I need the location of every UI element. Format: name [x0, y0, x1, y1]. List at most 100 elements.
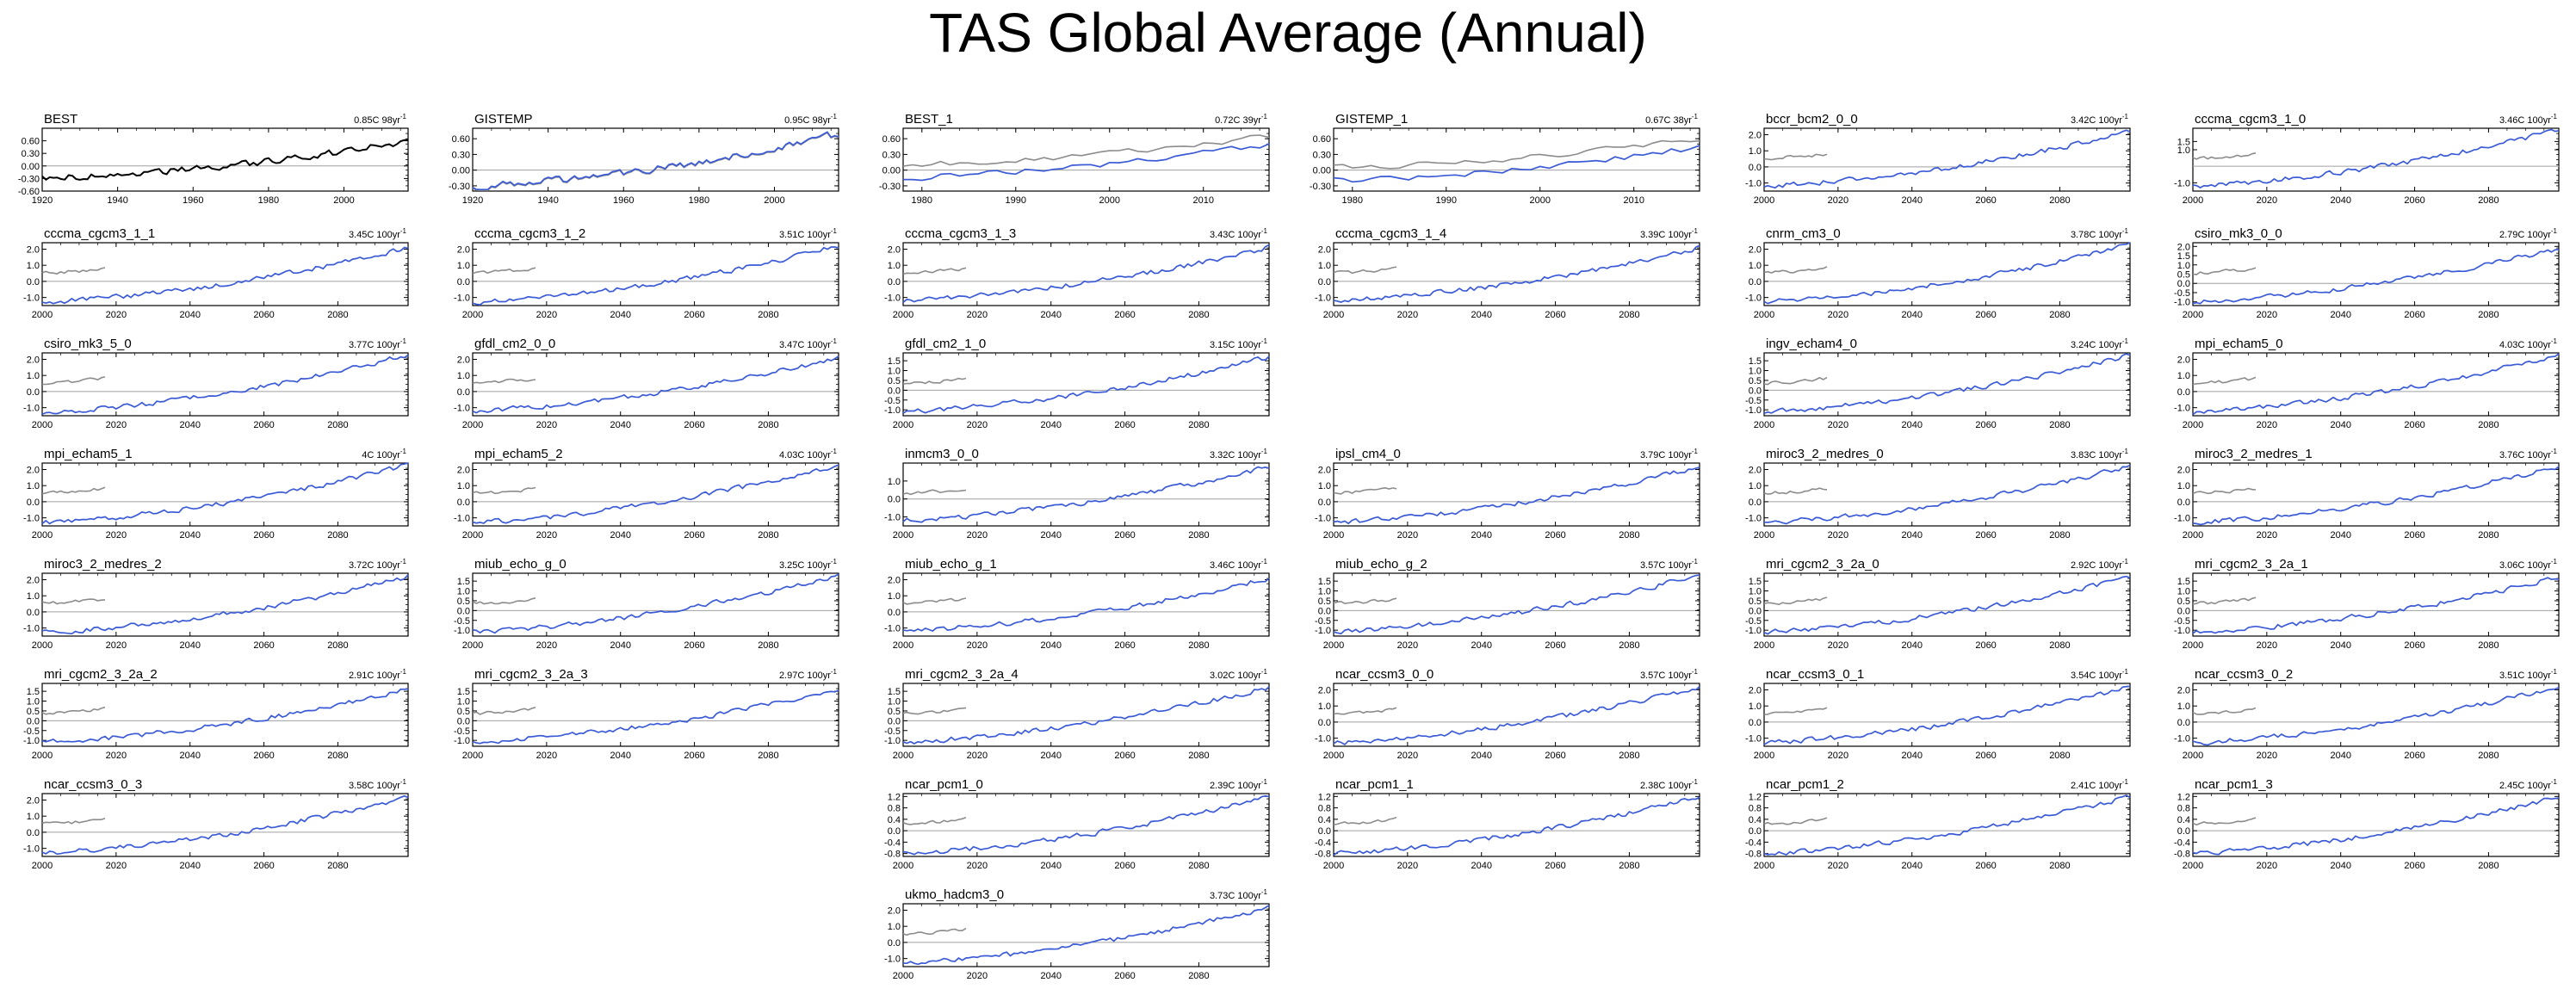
xtick-label: 1920 — [32, 195, 53, 206]
panel-name: GISTEMP_1 — [1335, 112, 1408, 127]
xtick-label: 2040 — [2330, 420, 2350, 430]
ytick-label: -1.0 — [1745, 405, 1762, 416]
xtick-label: 2060 — [2404, 861, 2424, 871]
panel-name: mpi_echam5_0 — [2195, 337, 2283, 351]
obs-overlay-line — [902, 267, 967, 275]
xtick-label: 2080 — [1188, 310, 1209, 320]
panel-trend: 0.95C 98yr-1 — [784, 113, 837, 126]
panel-trend: 4C 100yr-1 — [362, 448, 406, 460]
xtick-label: 2060 — [1114, 310, 1135, 320]
xtick-label: 2020 — [967, 420, 988, 430]
xtick-label: 2060 — [684, 751, 704, 761]
ytick-label: 0.0 — [1318, 718, 1331, 728]
ytick-label: 1.0 — [1749, 146, 1762, 157]
plot-frame — [472, 462, 839, 527]
obs-overlay-line — [41, 706, 106, 715]
xtick-label: 2060 — [1545, 861, 1565, 871]
ytick-label: 1.0 — [888, 697, 901, 708]
xtick-label: 2040 — [1471, 751, 1491, 761]
panel-name: ncar_ccsm3_0_0 — [1335, 667, 1434, 682]
ytick-label: -1.0 — [1745, 514, 1762, 524]
xtick-label: 2020 — [536, 310, 557, 320]
ytick-label: 0.0 — [457, 277, 470, 287]
panel-mri-cgcm2-3-2a-0: mri_cgcm2_3_2a_0 2.92C 100yr-1 1.51.00.50.… — [1745, 557, 2131, 651]
xtick-label: 2060 — [2404, 420, 2424, 430]
panel-ncar-pcm1-1: ncar_pcm1_1 2.38C 100yr-1 1.2 0.80.40.0-0.4… — [1315, 777, 1700, 871]
xtick-label: 2040 — [2330, 530, 2350, 541]
xtick-label: 2020 — [1397, 861, 1418, 871]
ytick-label: 1.5 — [27, 687, 40, 697]
ytick-label: 0.4 — [1749, 815, 1762, 825]
xtick-label: 2080 — [327, 640, 348, 651]
ytick-label: 1.0 — [27, 481, 40, 491]
xtick-label: 2060 — [253, 640, 274, 651]
xtick-label: 2080 — [758, 640, 778, 651]
ytick-label: 1.0 — [457, 697, 470, 708]
xtick-label: 2000 — [32, 751, 53, 761]
panel-cccma-cgcm3-1-0: cccma_cgcm3_1_0 3.46C 100yr-1 1.51.0 -1.0 20… — [2174, 112, 2560, 206]
model-series-line — [902, 794, 1270, 856]
obs-overlay-line — [1763, 487, 1828, 495]
ytick-label: 0.0 — [888, 277, 901, 287]
xtick-label: 2040 — [1901, 640, 1922, 651]
plot-frame — [1763, 352, 2131, 417]
xtick-label: 2000 — [893, 971, 913, 981]
xtick-label: 2000 — [32, 530, 53, 541]
model-series-line — [902, 244, 1270, 304]
model-series-line — [472, 573, 839, 634]
ytick-label: 1.0 — [2177, 587, 2190, 597]
model-series-line — [2192, 577, 2560, 634]
panel-trend: 3.57C 100yr-1 — [1640, 668, 1699, 681]
xtick-label: 2020 — [1397, 751, 1418, 761]
xtick-label: 2020 — [106, 420, 127, 430]
ytick-label: 1.0 — [1749, 481, 1762, 491]
xtick-label: 2060 — [1975, 640, 1996, 651]
plot-frame — [902, 127, 1270, 192]
ytick-label: 2.0 — [1318, 244, 1331, 255]
ytick-label: 2.0 — [27, 465, 40, 475]
obs-overlay-line — [1763, 153, 1828, 161]
panel-trend: 3.83C 100yr-1 — [2071, 448, 2129, 460]
xtick-label: 2020 — [1397, 310, 1418, 320]
xtick-label: 2060 — [1545, 310, 1565, 320]
xtick-label: 2020 — [967, 530, 988, 541]
ytick-label: 0.60 — [452, 134, 470, 145]
xtick-label: 2020 — [106, 861, 127, 871]
obs-overlay-line — [902, 377, 967, 385]
panel-trend: 3.24C 100yr-1 — [2071, 337, 2129, 350]
ytick-label: 0.0 — [27, 608, 40, 618]
ytick-label: 1.2 — [2177, 792, 2190, 802]
xtick-label: 2000 — [1323, 861, 1344, 871]
panel-trend: 2.92C 100yr-1 — [2071, 558, 2129, 571]
xtick-label: 2040 — [1040, 310, 1061, 320]
xtick-label: 2000 — [2183, 530, 2203, 541]
obs-overlay-line — [41, 376, 106, 386]
ytick-label: 1.0 — [1318, 261, 1331, 271]
obs-overlay-line — [902, 489, 967, 496]
xtick-label: 2040 — [1040, 640, 1061, 651]
ytick-label: 0.0 — [1749, 606, 1762, 616]
xtick-label: 2000 — [462, 640, 483, 651]
xtick-label: 2080 — [758, 751, 778, 761]
panel-mri-cgcm2-3-2a-3: mri_cgcm2_3_2a_3 2.97C 100yr-1 1.51.00.50.… — [454, 667, 839, 761]
xtick-label: 2060 — [684, 640, 704, 651]
xtick-label: 2000 — [1754, 195, 1774, 206]
xtick-label: 2000 — [462, 751, 483, 761]
xtick-label: 1960 — [183, 195, 203, 206]
ytick-label: 2.0 — [888, 905, 901, 916]
ytick-label: -0.5 — [1745, 616, 1762, 627]
ytick-label: 0.0 — [2177, 387, 2190, 398]
panel-name: csiro_mk3_0_0 — [2195, 226, 2282, 241]
ytick-label: -1.0 — [454, 626, 470, 636]
xtick-label: 2000 — [2183, 420, 2203, 430]
model-series-line — [1763, 129, 2131, 189]
plot-frame — [1763, 462, 2131, 527]
xtick-label: 2080 — [327, 861, 348, 871]
panel-name: inmcm3_0_0 — [905, 447, 979, 461]
model-series-line — [1333, 574, 1700, 635]
xtick-label: 2020 — [1828, 640, 1848, 651]
panel-name: miroc3_2_medres_1 — [2195, 447, 2313, 461]
ytick-label: 2.0 — [27, 795, 40, 806]
ytick-label: 1.5 — [1318, 577, 1331, 587]
ytick-label: -1.0 — [884, 405, 901, 416]
